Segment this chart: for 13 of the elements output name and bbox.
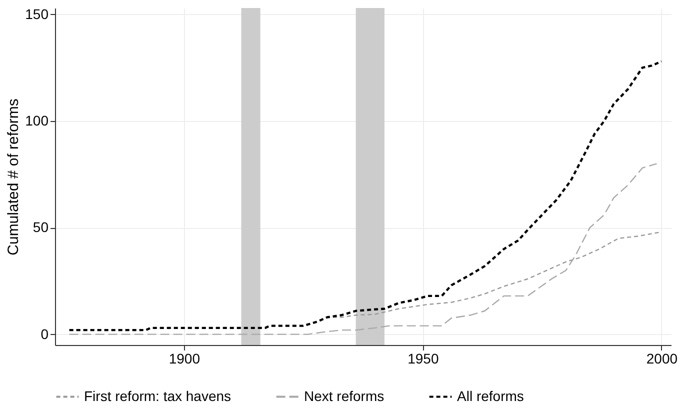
y-tick-label: 0 bbox=[40, 326, 49, 342]
y-tick-label: 100 bbox=[25, 112, 49, 129]
legend-label: All reforms bbox=[457, 388, 524, 404]
legend-label: Next reforms bbox=[304, 388, 384, 404]
y-tick-label: 50 bbox=[32, 219, 49, 236]
x-tick-label: 1950 bbox=[408, 350, 439, 366]
x-tick-label: 2000 bbox=[646, 350, 678, 366]
x-tick-label: 1900 bbox=[168, 350, 200, 366]
legend-label: First reform: tax havens bbox=[84, 388, 232, 404]
y-axis-title: Cumulated # of reforms bbox=[5, 98, 22, 256]
line-series bbox=[68, 60, 663, 332]
y-tick-label: 150 bbox=[25, 6, 49, 22]
line-series bbox=[68, 163, 658, 335]
